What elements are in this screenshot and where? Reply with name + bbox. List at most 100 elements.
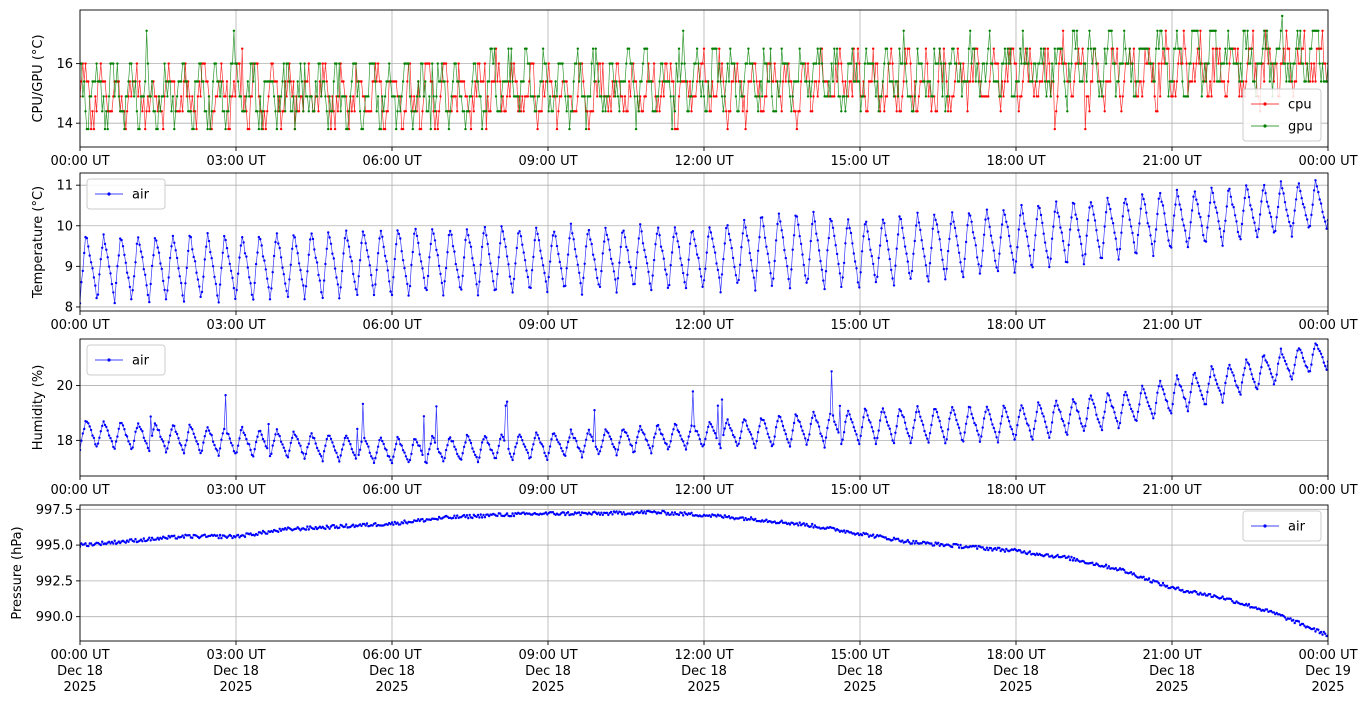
data-point <box>227 255 230 258</box>
data-point <box>322 80 326 83</box>
data-point <box>1106 392 1109 395</box>
data-point <box>1167 239 1170 242</box>
data-point <box>955 418 958 422</box>
data-point <box>1098 245 1101 248</box>
data-point <box>343 237 347 240</box>
data-point <box>1211 191 1215 195</box>
data-point <box>729 47 732 50</box>
data-point <box>982 233 986 236</box>
data-point <box>1114 95 1118 98</box>
data-point <box>464 127 467 131</box>
data-point <box>1211 368 1215 371</box>
data-point <box>579 281 582 285</box>
data-point <box>1053 127 1057 131</box>
data-point <box>1192 195 1195 198</box>
data-point <box>1055 200 1058 203</box>
data-point <box>988 413 991 416</box>
legend-label-air: air <box>132 188 150 203</box>
data-point <box>554 80 557 83</box>
data-point <box>643 433 646 436</box>
data-point <box>371 284 374 287</box>
data-point <box>1039 47 1043 50</box>
data-point <box>982 417 986 420</box>
data-point <box>407 460 410 464</box>
data-point <box>131 80 134 83</box>
data-point <box>322 450 326 453</box>
data-point <box>1254 229 1258 232</box>
data-point <box>1282 192 1285 195</box>
data-point <box>113 95 116 98</box>
data-point <box>865 220 868 223</box>
data-point <box>597 511 600 514</box>
data-point <box>898 47 901 50</box>
data-point <box>791 248 794 251</box>
data-point <box>512 277 516 281</box>
data-point <box>148 449 151 453</box>
x-tick-label: 15:00 UT <box>830 648 889 663</box>
data-point <box>725 226 728 230</box>
data-point <box>1121 62 1125 65</box>
data-point <box>1218 227 1222 230</box>
data-point <box>999 95 1002 98</box>
data-point <box>1239 393 1242 396</box>
data-point <box>1109 80 1112 83</box>
data-point <box>84 62 87 65</box>
data-point <box>453 445 456 448</box>
data-point <box>622 229 625 232</box>
data-point <box>627 260 631 264</box>
x-tick-label: 00:00 UT <box>1298 648 1357 663</box>
data-point <box>540 110 543 113</box>
data-point <box>338 526 341 529</box>
data-point <box>189 426 193 429</box>
data-point <box>314 80 317 83</box>
data-point <box>135 110 139 113</box>
data-point <box>223 427 226 431</box>
data-point <box>335 451 338 454</box>
data-point <box>360 440 363 443</box>
data-point <box>181 294 184 297</box>
data-point <box>920 542 923 545</box>
data-point <box>738 263 742 266</box>
data-point <box>848 413 851 416</box>
data-point <box>776 80 779 83</box>
data-point <box>903 62 907 65</box>
data-point <box>1225 62 1229 65</box>
data-point <box>1221 401 1224 404</box>
data-point <box>275 428 279 431</box>
data-point <box>1045 249 1048 253</box>
data-point <box>417 80 420 83</box>
data-point <box>407 62 410 65</box>
data-point <box>199 62 202 65</box>
data-point <box>901 62 904 65</box>
data-point <box>578 447 581 450</box>
data-point <box>96 442 100 445</box>
data-point <box>1196 203 1199 206</box>
data-point <box>499 110 502 113</box>
data-point <box>987 408 990 412</box>
data-point <box>375 451 378 454</box>
data-point <box>364 440 367 443</box>
data-point <box>802 522 805 525</box>
data-point <box>397 437 401 441</box>
data-point <box>218 283 222 286</box>
data-point <box>250 293 254 296</box>
data-point <box>131 446 134 449</box>
data-point <box>553 95 556 98</box>
data-point <box>456 268 459 271</box>
data-point <box>134 261 137 264</box>
data-point <box>399 523 402 526</box>
data-point <box>292 234 295 237</box>
data-point <box>1136 95 1140 98</box>
data-point <box>651 274 654 277</box>
data-point <box>462 445 466 449</box>
data-point <box>139 538 143 541</box>
data-point <box>1307 80 1310 83</box>
data-point <box>1048 436 1051 439</box>
data-point <box>840 110 843 113</box>
data-point <box>1132 47 1136 50</box>
data-point <box>1211 47 1215 50</box>
data-point <box>601 513 604 517</box>
data-point <box>358 448 362 451</box>
data-point <box>89 428 93 432</box>
